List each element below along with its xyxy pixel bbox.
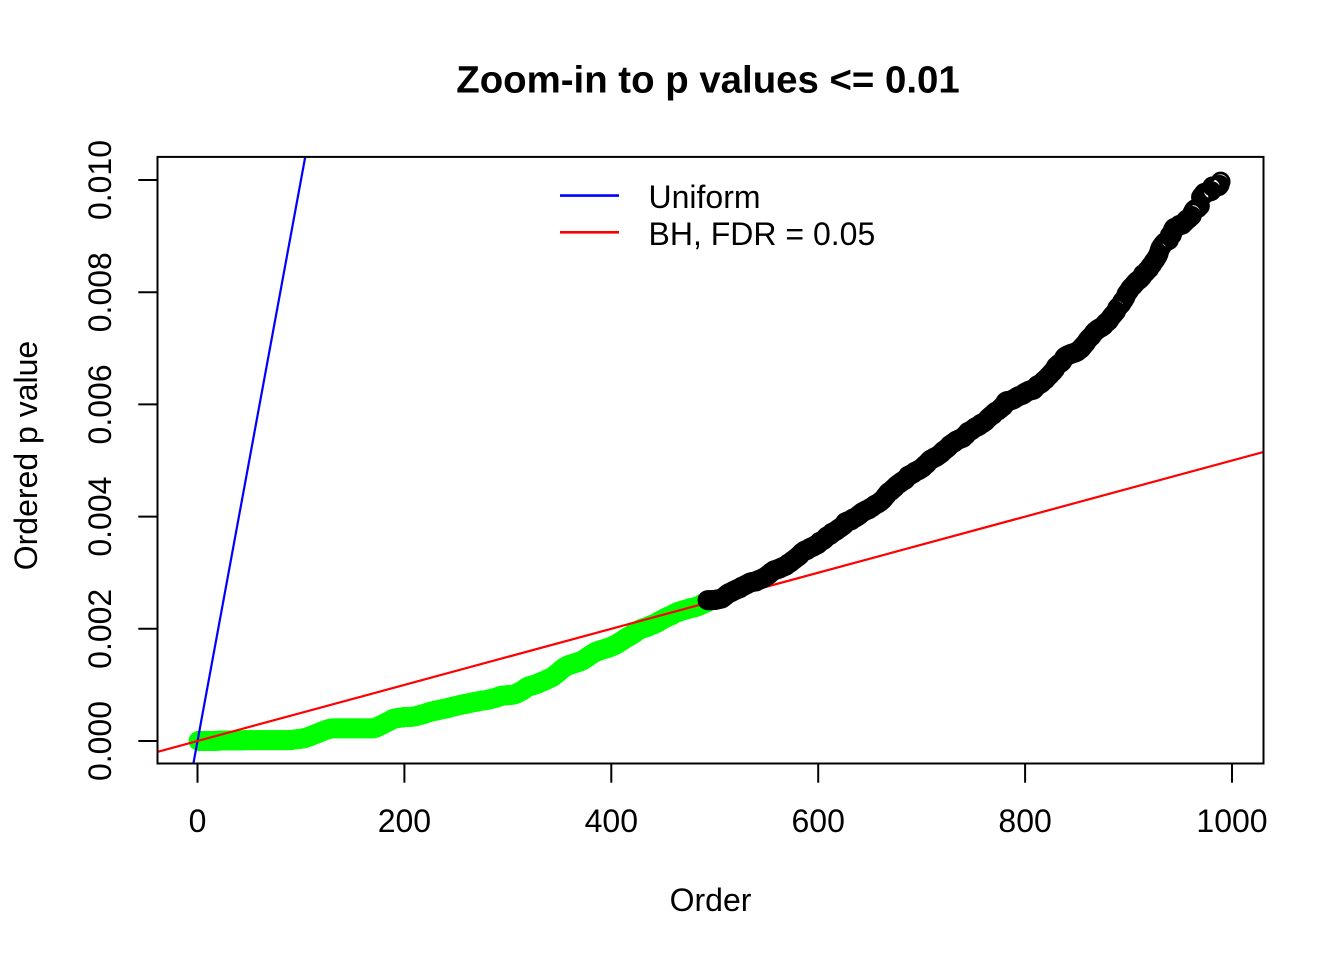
svg-text:Uniform: Uniform (649, 179, 761, 215)
svg-text:0.010: 0.010 (82, 140, 118, 220)
svg-text:0: 0 (189, 803, 207, 839)
svg-text:0.000: 0.000 (82, 701, 118, 781)
svg-text:1000: 1000 (1196, 803, 1267, 839)
svg-text:400: 400 (585, 803, 638, 839)
svg-text:0.002: 0.002 (82, 589, 118, 669)
svg-text:BH, FDR = 0.05: BH, FDR = 0.05 (649, 216, 876, 252)
svg-text:0.004: 0.004 (82, 477, 118, 557)
svg-text:600: 600 (792, 803, 845, 839)
svg-text:0.008: 0.008 (82, 252, 118, 332)
svg-text:800: 800 (998, 803, 1051, 839)
svg-text:200: 200 (378, 803, 431, 839)
svg-text:0.006: 0.006 (82, 364, 118, 444)
svg-text:Order: Order (670, 882, 752, 918)
svg-text:Ordered p value: Ordered p value (8, 341, 44, 570)
svg-text:Zoom-in to p values <= 0.01: Zoom-in to p values <= 0.01 (456, 59, 959, 102)
